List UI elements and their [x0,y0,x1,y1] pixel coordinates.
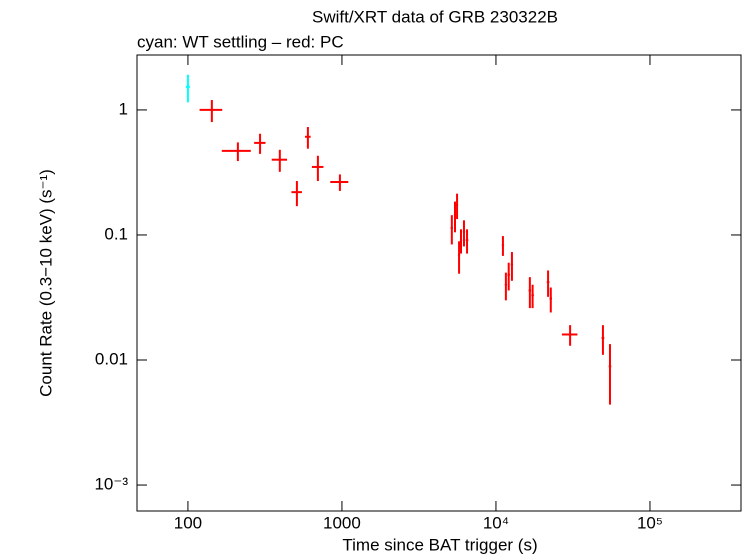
data-point [450,226,454,230]
data-point [501,243,505,247]
data-point [568,333,572,336]
data-point [507,273,510,277]
data-point [546,280,550,284]
data-point [258,141,262,145]
data-point [528,289,532,292]
data-point [462,230,466,234]
x-axis-label: Time since BAT trigger (s) [342,535,537,554]
data-point [306,135,310,138]
data-point [608,365,612,368]
x-tick-label: 10⁵ [637,513,663,532]
plot-frame [136,54,742,512]
y-tick-label: 10⁻³ [94,475,128,494]
x-tick-label: 100 [174,513,202,532]
data-point [278,158,282,161]
x-tick-label: 1000 [323,513,361,532]
chart-title: Swift/XRT data of GRB 230322B [312,7,558,26]
data-point [504,283,508,286]
y-tick-label: 1 [119,99,128,118]
chart-subtitle: cyan: WT settling – red: PC [137,32,344,51]
data-point [316,165,320,169]
y-axis-label: Count Rate (0.3−10 keV) (s⁻¹) [36,169,55,397]
y-tick-label: 0.1 [104,224,128,243]
data-point [186,85,190,89]
data-point [531,293,534,297]
data-point [455,203,459,207]
y-tick-label: 0.01 [95,349,128,368]
data-point [453,213,457,216]
data-point [295,190,299,194]
x-tick-label: 10⁴ [483,513,509,532]
data-point [457,253,461,257]
data-point [465,238,469,242]
data-point [236,149,240,153]
data-point [210,108,214,112]
data-point [459,238,463,242]
data-point [549,297,552,300]
data-point [510,263,514,266]
data-point [601,336,605,340]
data-point [338,180,342,184]
